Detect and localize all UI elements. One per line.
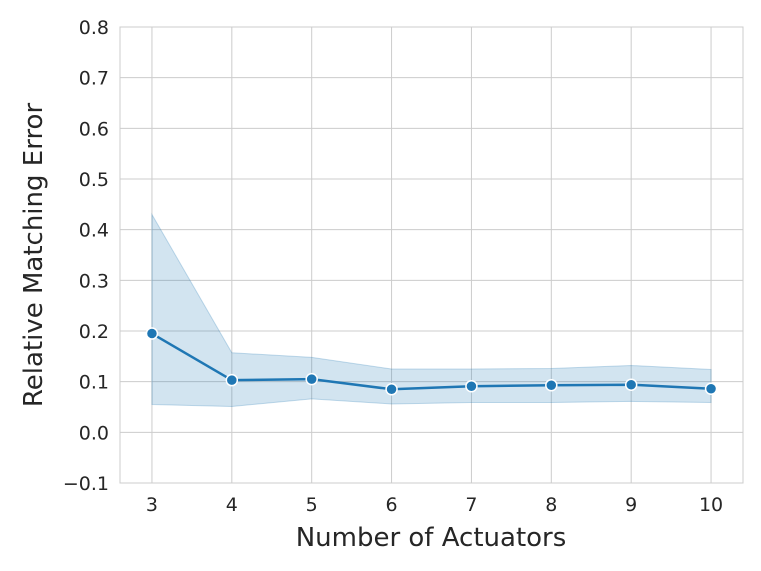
data-point-marker bbox=[385, 383, 398, 396]
confidence-band-layer bbox=[151, 212, 712, 407]
y-tick-label: 0.2 bbox=[79, 321, 109, 343]
y-tick-label: 0.5 bbox=[79, 169, 109, 191]
confidence-band bbox=[151, 212, 712, 407]
x-tick-label: 4 bbox=[226, 494, 238, 516]
y-tick-label: 0.8 bbox=[79, 17, 109, 39]
x-axis-title: Number of Actuators bbox=[296, 523, 567, 553]
grid-lines bbox=[120, 26, 743, 484]
data-point-marker bbox=[465, 379, 478, 393]
x-tick-label: 10 bbox=[699, 494, 723, 516]
data-point-marker bbox=[704, 382, 718, 396]
series-markers bbox=[145, 327, 718, 396]
plot-area bbox=[119, 26, 744, 484]
data-point-marker bbox=[145, 327, 159, 340]
y-axis-title: Relative Matching Error bbox=[19, 103, 49, 408]
x-tick-label: 3 bbox=[146, 494, 158, 516]
series-line-layer bbox=[151, 332, 712, 391]
y-tick-label: −0.1 bbox=[63, 473, 109, 495]
x-tick-label: 7 bbox=[465, 494, 477, 516]
y-tick-label: 0.3 bbox=[79, 270, 109, 292]
x-tick-label: 6 bbox=[386, 494, 398, 516]
data-point-marker bbox=[545, 378, 558, 392]
x-tick-labels: 3 4 5 6 7 8 9 10 bbox=[146, 494, 723, 516]
data-point-marker bbox=[305, 372, 318, 386]
data-point-marker bbox=[225, 373, 239, 387]
y-tick-labels: −0.1 0.0 0.1 0.2 0.3 0.4 0.5 0.6 0.7 0.8 bbox=[63, 17, 109, 495]
x-tick-label: 5 bbox=[306, 494, 318, 516]
y-tick-label: 0.7 bbox=[79, 68, 109, 90]
x-tick-label: 9 bbox=[625, 494, 637, 516]
data-point-marker bbox=[624, 378, 638, 391]
y-tick-label: 0.4 bbox=[79, 220, 109, 242]
series-line bbox=[151, 332, 712, 391]
y-tick-label: 0.1 bbox=[79, 372, 109, 394]
y-tick-label: 0.0 bbox=[79, 422, 109, 444]
x-tick-label: 8 bbox=[545, 494, 557, 516]
y-tick-label: 0.6 bbox=[79, 118, 109, 140]
